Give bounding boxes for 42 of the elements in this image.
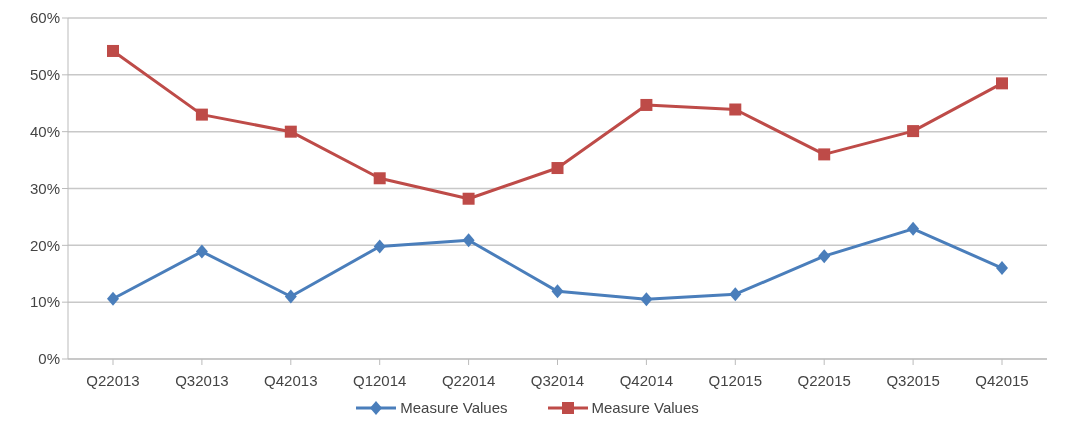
x-tick-label: Q42013 — [264, 371, 318, 389]
point — [996, 261, 1008, 276]
point — [729, 103, 742, 116]
point — [195, 108, 208, 121]
x-tick-label: Q22015 — [797, 371, 851, 389]
x-tick-label: Q12015 — [708, 371, 762, 389]
point — [907, 125, 920, 138]
point — [640, 292, 653, 307]
x-tick-label: Q32014 — [530, 371, 585, 389]
x-tick-label: Q12014 — [353, 371, 407, 389]
x-tick-label: Q32013 — [175, 371, 229, 389]
point — [462, 192, 475, 205]
point — [818, 249, 831, 264]
point — [373, 239, 386, 254]
point — [551, 162, 564, 175]
y-tick-label: 50% — [29, 66, 60, 84]
point — [195, 244, 208, 259]
point — [284, 289, 297, 304]
point — [373, 172, 386, 185]
point — [551, 284, 564, 299]
point — [996, 77, 1008, 90]
y-tick-label: 20% — [29, 236, 60, 254]
y-tick-label: 0% — [38, 350, 60, 368]
x-tick-label: Q32015 — [886, 371, 940, 389]
point — [107, 44, 119, 57]
x-tick-label: Q42014 — [619, 371, 674, 389]
y-tick-label: 60% — [29, 9, 60, 27]
point — [462, 233, 475, 248]
point — [284, 125, 297, 138]
legend-label: Measure Values — [400, 399, 508, 416]
x-tick-label: Q22013 — [86, 371, 140, 389]
x-tick-label: Q22014 — [441, 371, 496, 389]
legend-label: Measure Values — [591, 399, 699, 416]
x-tick-label: Q42015 — [975, 371, 1029, 389]
y-tick-label: 30% — [29, 179, 60, 197]
y-tick-label: 10% — [29, 293, 60, 311]
point — [818, 148, 831, 161]
point — [907, 221, 920, 236]
point — [729, 287, 742, 302]
y-tick-label: 40% — [29, 122, 60, 140]
point — [107, 291, 119, 306]
point — [640, 98, 653, 111]
